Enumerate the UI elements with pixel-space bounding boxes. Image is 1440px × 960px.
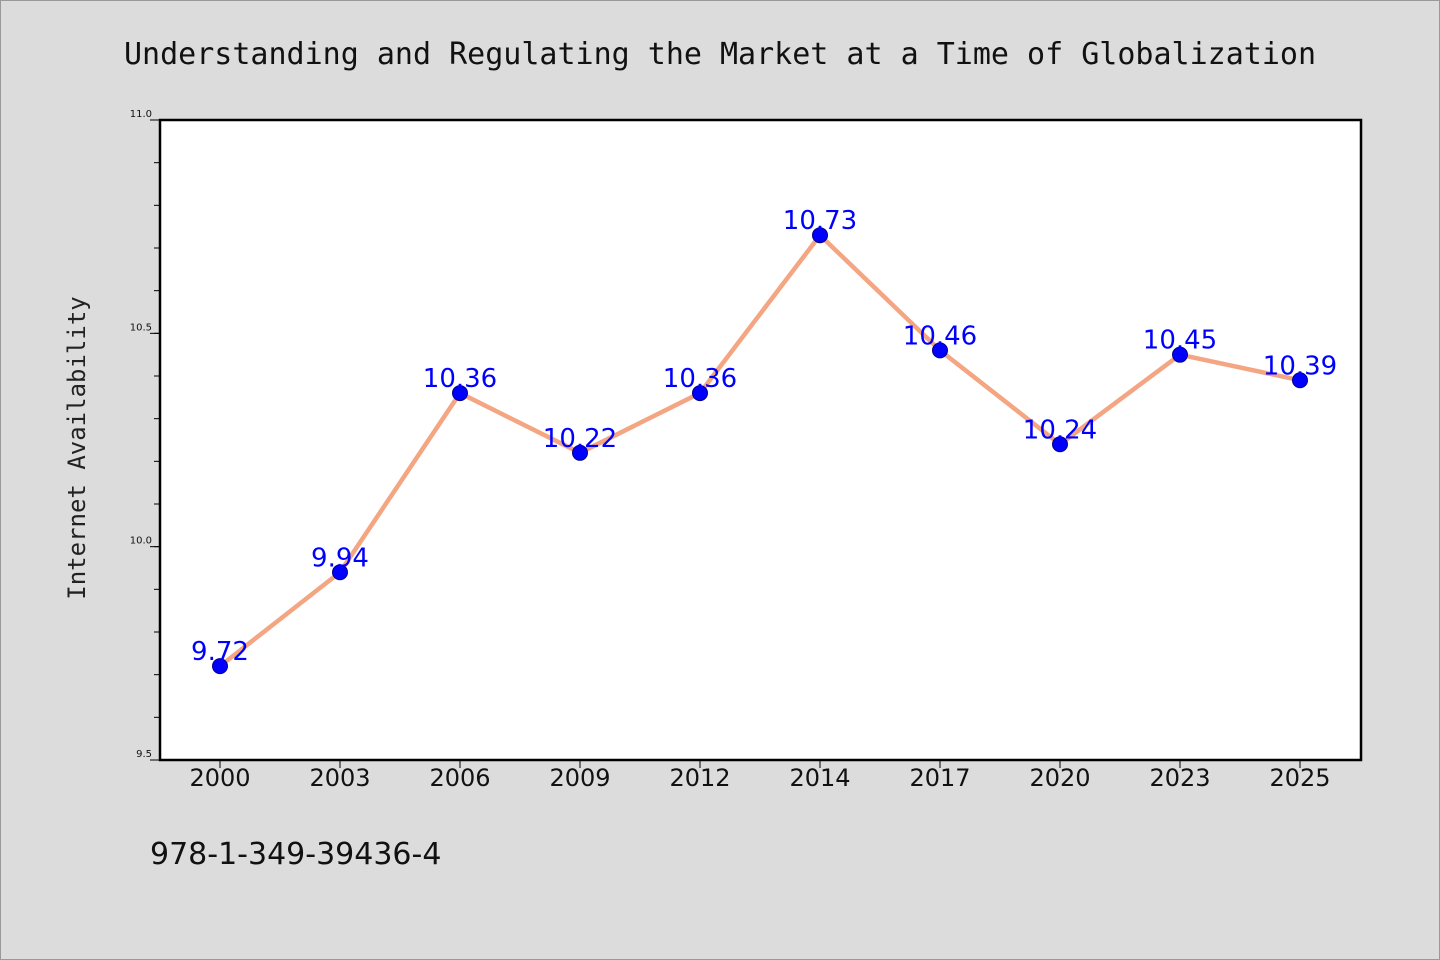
x-tick-label: 2020	[1029, 764, 1090, 792]
data-point	[212, 658, 228, 675]
y-axis-label: Internet Availability	[63, 296, 91, 599]
data-label: 10.36	[663, 364, 737, 394]
data-point	[932, 342, 948, 359]
data-label: 10.45	[1143, 326, 1217, 356]
x-tick-label: 2025	[1269, 764, 1330, 792]
x-tick-label: 2009	[549, 764, 610, 792]
data-point	[1052, 436, 1068, 453]
plot-area	[160, 120, 1361, 760]
data-label: 9.94	[311, 543, 369, 573]
plot-border	[158, 118, 1363, 762]
series-line	[217, 232, 1303, 669]
data-point	[692, 385, 708, 402]
x-tick-label: 2014	[789, 764, 850, 792]
data-label: 10.46	[903, 321, 977, 351]
data-point	[1292, 372, 1308, 389]
data-point	[812, 227, 828, 244]
x-tick-label: 2012	[669, 764, 730, 792]
data-point	[572, 444, 588, 461]
data-label: 10.73	[783, 206, 857, 236]
data-label: 10.39	[1263, 351, 1337, 381]
data-point	[332, 564, 348, 581]
data-labels: 9.72 9.94 10.36 10.22 10.36 10.73 10.46 10.24 10…	[191, 206, 1337, 667]
data-label: 10.22	[543, 424, 617, 454]
data-point	[452, 385, 468, 402]
data-label: 9.72	[191, 637, 249, 667]
x-tick-label: 2023	[1149, 764, 1210, 792]
x-tick-label: 2000	[189, 764, 250, 792]
data-label: 10.24	[1023, 415, 1097, 445]
y-tick-label: 10.5	[130, 322, 152, 333]
isbn-text: 978-1-349-39436-4	[150, 837, 441, 872]
data-point	[1172, 346, 1188, 363]
chart-title: Understanding and Regulating the Market …	[124, 37, 1316, 72]
x-tick-label: 2017	[909, 764, 970, 792]
series-line-group	[212, 227, 1308, 675]
y-tick-label: 9.5	[136, 749, 152, 760]
axes: 9.5 10.0 10.5 11.0 2000 2003 2006 2009 2012 2014 2…	[130, 109, 1331, 792]
data-label: 10.36	[423, 364, 497, 394]
x-tick-label: 2006	[429, 764, 490, 792]
y-tick-label: 10.0	[130, 536, 152, 547]
x-tick-label: 2003	[309, 764, 370, 792]
y-tick-label: 11.0	[130, 109, 152, 120]
